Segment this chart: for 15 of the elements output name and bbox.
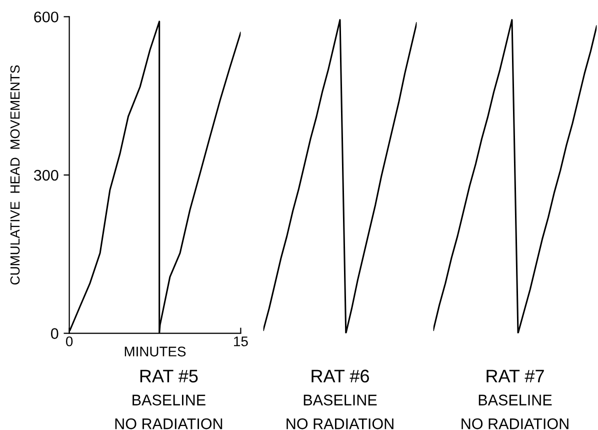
y-axis-title: CUMULATIVE HEAD MOVEMENTS (10, 65, 20, 285)
text: RAT #6 (312, 370, 369, 382)
text: BASELINE (478, 394, 552, 406)
text: BASELINE (132, 394, 206, 406)
text: BASELINE (304, 394, 377, 406)
text: RAT #5 (140, 370, 198, 382)
x-tick-label: 15 (234, 336, 248, 346)
text: NO RADIATION (115, 418, 222, 430)
y-tick-label: 0 (50, 328, 58, 339)
x-axis-title: MINUTES (124, 346, 186, 356)
text: RAT #7 (486, 370, 544, 382)
y-tick-label: 600 (34, 12, 58, 22)
text: NO RADIATION (462, 418, 568, 430)
text: NO RADIATION (286, 418, 394, 430)
y-tick-label: 300 (34, 170, 58, 181)
